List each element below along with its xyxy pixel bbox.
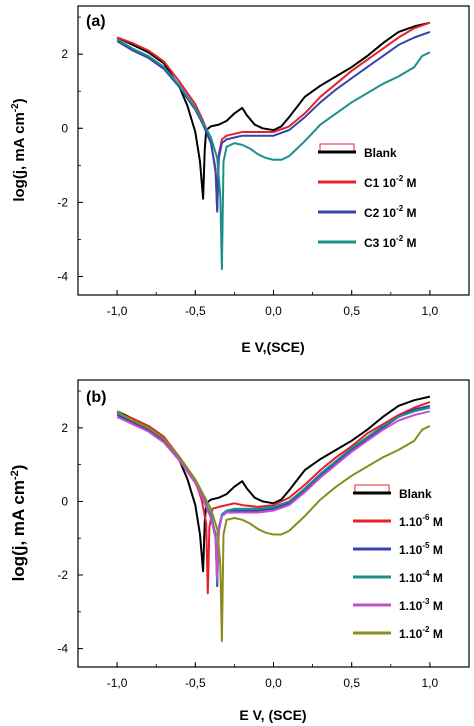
panel-a-legend-label-3-sup: -2 xyxy=(396,234,404,243)
panel-a-y-axis-label-main: log(j, mA cm xyxy=(11,112,28,201)
panel-b-series-2-line xyxy=(116,404,431,588)
panel-b-label: (b) xyxy=(86,389,106,406)
panel-a-y-axis-label: log(j, mA cm-2) xyxy=(10,98,28,201)
panel-b-xtick-label: 0,5 xyxy=(343,676,360,690)
panel-b-legend-label-3-sup: -4 xyxy=(422,569,430,578)
panel-a-legend-label-2-main: C2 10 xyxy=(364,206,396,220)
panel-b-legend-label-5: 1.10-2 M xyxy=(399,625,443,641)
panel-a-xtick-label: 1,0 xyxy=(422,304,439,318)
panel-b-xtick-label: 1,0 xyxy=(422,676,439,690)
panel-a-legend-label-1-main: C1 10 xyxy=(364,176,396,190)
panel-b-legend-label-2-end: M xyxy=(429,543,442,557)
panel-a-legend-label-1-sup: -2 xyxy=(396,174,404,183)
panel-a-series-2-line xyxy=(116,30,431,213)
panel-a-legend-label-3-main: C3 10 xyxy=(364,236,396,250)
panel-b-xtick-label: -1,0 xyxy=(107,676,128,690)
panel-a-legend-label-3-end: M xyxy=(403,236,416,250)
panel-a-legend-label-1-end: M xyxy=(403,176,416,190)
panel-a-series-1-line xyxy=(116,21,431,211)
panel-b-ytick-label: -2 xyxy=(57,568,68,582)
panel-a-series-0-line xyxy=(116,21,431,200)
panel-a-plot-frame xyxy=(77,5,470,296)
panel-a-xtick-label: 0,0 xyxy=(265,304,282,318)
panel-a-legend-label-0-main: Blank xyxy=(364,146,397,160)
panel-b-y-axis-label-end: ) xyxy=(9,465,28,471)
panel-b-x-axis-label: E V, (SCE) xyxy=(239,707,306,723)
panel-b-legend-label-1: 1.10-6 M xyxy=(399,513,443,529)
panel-a-ytick-label: 0 xyxy=(61,121,68,135)
panel-a-ytick-label: 2 xyxy=(61,47,68,61)
panel-b-legend-label-3-end: M xyxy=(429,571,442,585)
panel-a-label: (a) xyxy=(86,13,106,30)
panel-a-ytick-label: -2 xyxy=(57,195,68,209)
panel-b-y-axis-label-main: log(j, mA cm xyxy=(9,480,28,581)
panel-a-legend-label-2-sup: -2 xyxy=(396,204,404,213)
panel-a-legend-label-2-end: M xyxy=(403,206,416,220)
panel-b-ytick-label: -4 xyxy=(57,642,68,656)
panel-b-ytick-label: 2 xyxy=(61,421,68,435)
panel-b-legend-label-1-main: 1.10 xyxy=(399,515,423,529)
panel-b-legend-label-4-main: 1.10 xyxy=(399,599,423,613)
panel-b-legend-label-4-end: M xyxy=(429,599,442,613)
panel-b-legend-label-5-sup: -2 xyxy=(422,625,430,634)
panel-a-ytick-label: -4 xyxy=(57,269,68,283)
panel-b-xtick-label: -0,5 xyxy=(185,676,206,690)
panel-b-legend-label-1-end: M xyxy=(429,515,442,529)
panel-b-series-5-line xyxy=(116,410,431,643)
panel-b-legend-label-4: 1.10-3 M xyxy=(399,597,443,613)
panel-a-legend-label-2: C2 10-2 M xyxy=(364,204,417,220)
panel-b-legend-label-2: 1.10-5 M xyxy=(399,541,443,557)
panel-b-legend-label-2-main: 1.10 xyxy=(399,543,423,557)
panel-a-legend-label-1: C1 10-2 M xyxy=(364,174,417,190)
panel-b-y-axis-label-sup: -2 xyxy=(9,470,21,480)
panel-b-legend-label-1-sup: -6 xyxy=(422,513,430,522)
panel-b-legend-label-2-sup: -5 xyxy=(422,541,430,550)
panel-b-legend-label-3: 1.10-4 M xyxy=(399,569,443,585)
panel-a-xtick-label: -1,0 xyxy=(107,304,128,318)
panel-b-xtick-label: 0,0 xyxy=(265,676,282,690)
panel-a-legend-label-3: C3 10-2 M xyxy=(364,234,417,250)
panel-b: -1,0 -0,5 0,0 0,5 1,0 -4 -2 0 2 (b) E V, (SCE) log(… xyxy=(9,379,470,723)
panel-b-ytick-label: 0 xyxy=(61,494,68,508)
panel-b-legend-label-3-main: 1.10 xyxy=(399,571,423,585)
panel-a-x-axis-label: E V,(SCE) xyxy=(241,339,304,355)
panel-b-legend-label-5-end: M xyxy=(429,627,442,641)
panel-a-legend-label-0: Blank xyxy=(364,146,397,160)
panel-a-xtick-label: 0,5 xyxy=(343,304,360,318)
panel-a-xtick-label: -0,5 xyxy=(185,304,206,318)
panel-b-series-4-line xyxy=(116,410,431,580)
panel-a-series-3-line xyxy=(116,38,431,271)
panel-b-legend-label-0-main: Blank xyxy=(399,487,432,501)
panel-b-legend-label-5-main: 1.10 xyxy=(399,627,423,641)
panel-b-series-0-line xyxy=(116,395,431,573)
panel-b-series-3-line xyxy=(116,406,431,584)
panel-b-legend-label-0: Blank xyxy=(399,487,432,501)
panel-a-y-axis-label-sup: -2 xyxy=(10,103,21,112)
panel-b-legend-label-4-sup: -3 xyxy=(422,597,430,606)
panel-a: -1,0 -0,5 0,0 0,5 1,0 -4 -2 0 2 (a) E V,(SCE) log(j… xyxy=(10,5,470,355)
panel-a-y-axis-label-end: ) xyxy=(11,98,28,103)
panel-b-y-axis-label: log(j, mA cm-2) xyxy=(9,465,28,582)
